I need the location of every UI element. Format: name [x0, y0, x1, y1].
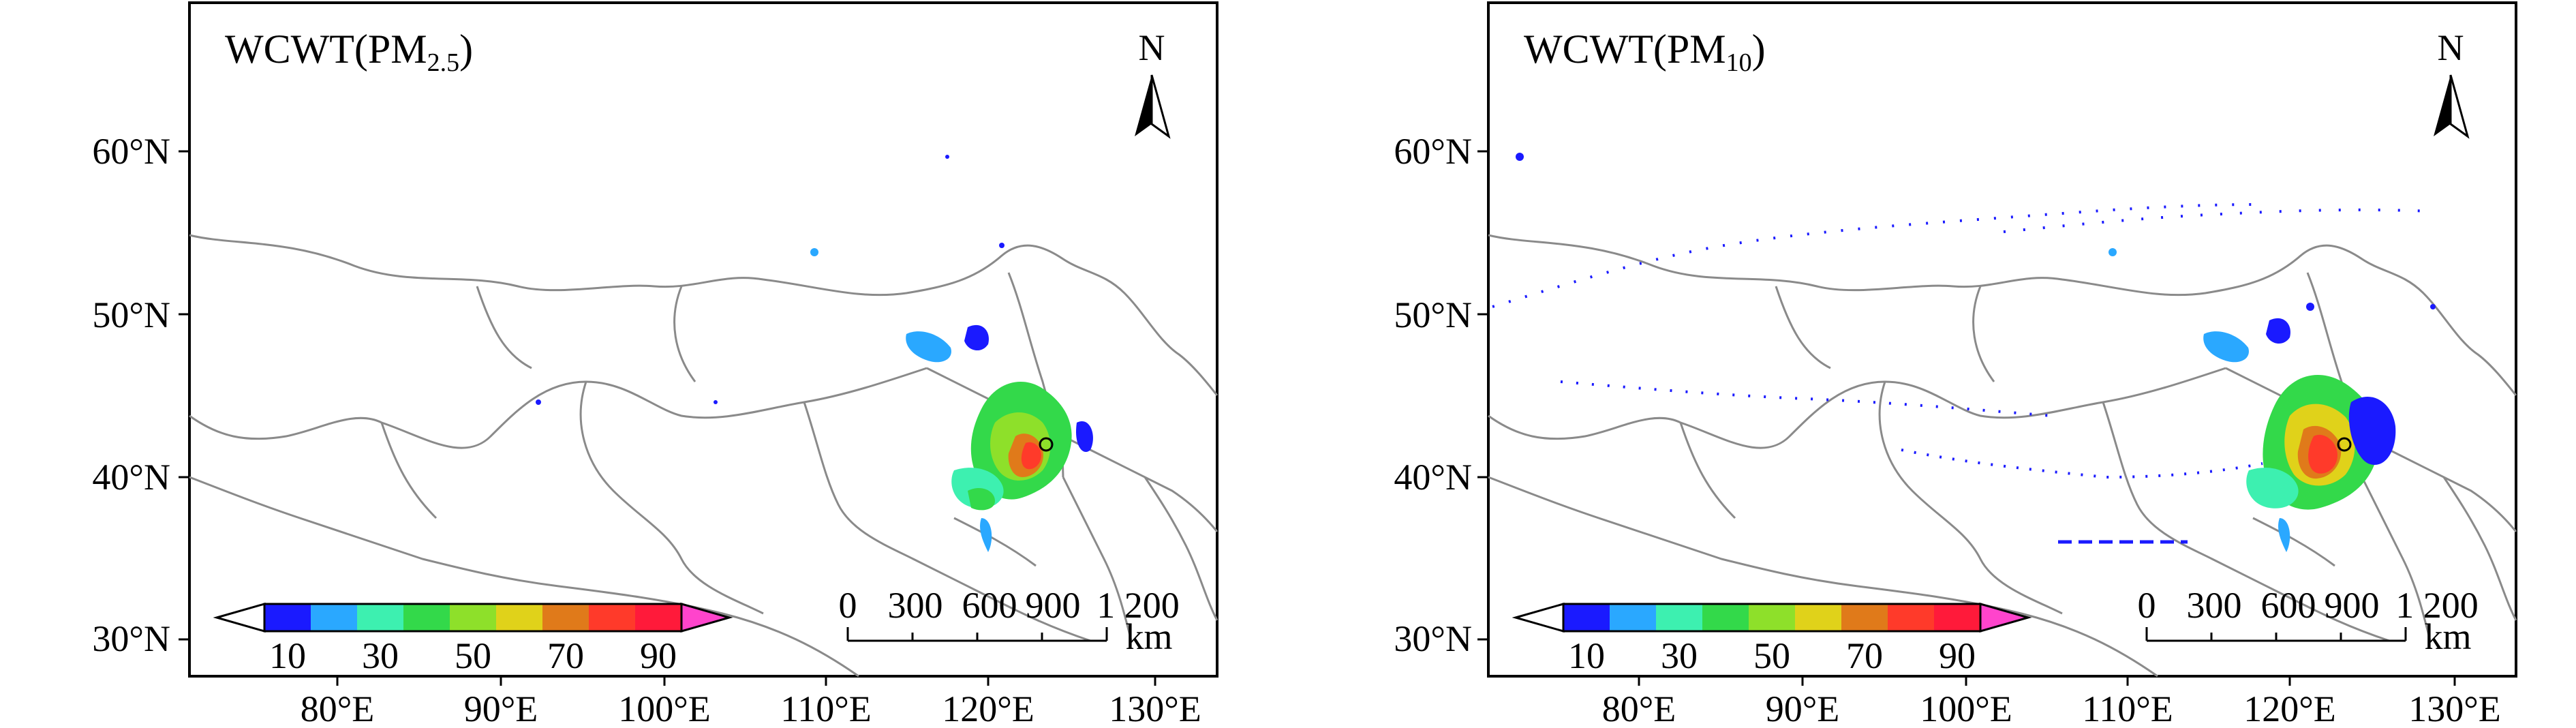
- colorbar-segment: [311, 604, 357, 631]
- colorbar-segment: [403, 604, 450, 631]
- svg-text:WCWT(PM2.5): WCWT(PM2.5): [225, 27, 473, 77]
- latitude-tick-labels: 60°N 50°N 40°N 30°N: [1394, 131, 1472, 659]
- title-close: ): [459, 27, 473, 72]
- colorbar-min-arrow: [213, 603, 266, 633]
- longitude-tick-labels: 80°E 90°E 100°E 110°E 120°E 130°E: [301, 688, 1201, 728]
- colorbar-segment: [542, 604, 589, 631]
- lat-label-60: 60°N: [1394, 131, 1472, 172]
- colorbar-label: 90: [640, 635, 677, 676]
- title-subscript: 2.5: [427, 48, 460, 77]
- colorbar-label: 90: [1939, 635, 1976, 676]
- title-close: ): [1752, 27, 1766, 72]
- colorbar-label: 50: [1753, 635, 1790, 676]
- country-boundaries: [1488, 234, 2517, 678]
- scalebar: 0 300 600 900 1 200 km: [2138, 585, 2479, 657]
- lat-label-30: 30°N: [92, 618, 170, 659]
- panel-title: WCWT(PM10): [1524, 27, 1766, 77]
- lon-label-80: 80°E: [1602, 688, 1676, 728]
- colorbar-segment: [1749, 604, 1795, 631]
- scale-unit: km: [1125, 616, 1172, 657]
- lat-label-50: 50°N: [1394, 294, 1472, 335]
- colorbar-label: 10: [1568, 635, 1605, 676]
- lon-label-110: 110°E: [2082, 688, 2173, 728]
- svg-text:WCWT(PM10): WCWT(PM10): [1524, 27, 1766, 77]
- colorbar-segment: [1795, 604, 1841, 631]
- longitude-tick-labels: 80°E 90°E 100°E 110°E 120°E 130°E: [1602, 688, 2501, 728]
- scale-label-0: 0: [839, 585, 857, 626]
- scale-label-0: 0: [2138, 585, 2156, 626]
- lon-label-120: 120°E: [942, 688, 1034, 728]
- scale-label-1200: 1 200: [1097, 585, 1180, 626]
- map-panel-pm10: 60°N 50°N 40°N 30°N 80°E 90°E 100°E 110°…: [1394, 1, 2517, 728]
- lat-label-50: 50°N: [92, 294, 170, 335]
- lat-label-40: 40°N: [1394, 457, 1472, 498]
- colorbar-max-arrow: [1979, 603, 2032, 633]
- colorbar-segment: [496, 604, 542, 631]
- colorbar-label: 30: [362, 635, 399, 676]
- lon-label-130: 130°E: [2408, 688, 2501, 728]
- north-arrow: N: [2434, 27, 2470, 139]
- scale-label-300: 300: [2187, 585, 2242, 626]
- pm10-concentration-field: [1492, 153, 2436, 552]
- colorbar-min-arrow: [1512, 603, 1565, 633]
- colorbar-label: 70: [547, 635, 584, 676]
- title-subscript: 10: [1726, 48, 1752, 77]
- colorbar-segment: [357, 604, 403, 631]
- north-label: N: [1139, 27, 1165, 68]
- colorbar-label: 30: [1661, 635, 1698, 676]
- colorbar-label: 10: [269, 635, 306, 676]
- scale-label-600: 600: [962, 585, 1017, 626]
- lon-label-90: 90°E: [1766, 688, 1840, 728]
- north-arrow-icon: [2434, 75, 2451, 136]
- scale-label-600: 600: [2261, 585, 2316, 626]
- colorbar: 10 30 50 70 90: [213, 603, 733, 676]
- colorbar-segment: [1934, 604, 1980, 631]
- map-panel-pm25: 60°N 50°N 40°N 30°N 80°E 90°E 100°E 110°…: [92, 1, 1218, 728]
- lon-label-120: 120°E: [2243, 688, 2336, 728]
- scale-label-900: 900: [2325, 585, 2380, 626]
- map-frame: [1477, 1, 2517, 686]
- colorbar: 10 30 50 70 90: [1512, 603, 2032, 676]
- colorbar-segment: [1888, 604, 1934, 631]
- lon-label-130: 130°E: [1109, 688, 1201, 728]
- lon-label-100: 100°E: [1920, 688, 2012, 728]
- scalebar: 0 300 600 900 1 200 km: [839, 585, 1180, 657]
- colorbar-segment: [635, 604, 681, 631]
- scale-label-900: 900: [1026, 585, 1081, 626]
- colorbar-segment: [1702, 604, 1749, 631]
- lon-label-110: 110°E: [780, 688, 872, 728]
- lat-label-40: 40°N: [92, 457, 170, 498]
- north-arrow-icon: [1135, 75, 1152, 136]
- colorbar-max-arrow: [680, 603, 733, 633]
- colorbar-segment: [1610, 604, 1656, 631]
- map-frame: [179, 1, 1218, 686]
- title-main: WCWT(PM: [1524, 27, 1726, 72]
- panel-title: WCWT(PM2.5): [225, 27, 473, 77]
- lat-label-60: 60°N: [92, 131, 170, 172]
- colorbar-segment: [450, 604, 496, 631]
- lon-label-80: 80°E: [301, 688, 375, 728]
- colorbar-label: 70: [1846, 635, 1883, 676]
- colorbar-segment: [1563, 604, 1610, 631]
- latitude-tick-labels: 60°N 50°N 40°N 30°N: [92, 131, 170, 659]
- colorbar-segment: [264, 604, 311, 631]
- lon-label-90: 90°E: [464, 688, 538, 728]
- colorbar-segment: [1656, 604, 1702, 631]
- scale-label-1200: 1 200: [2395, 585, 2479, 626]
- colorbar-segment: [1841, 604, 1888, 631]
- lon-label-100: 100°E: [618, 688, 711, 728]
- lat-label-30: 30°N: [1394, 618, 1472, 659]
- scale-label-300: 300: [888, 585, 943, 626]
- scale-unit: km: [2424, 616, 2471, 657]
- colorbar-label: 50: [455, 635, 491, 676]
- north-label: N: [2438, 27, 2464, 68]
- pm25-concentration-field: [536, 155, 1093, 552]
- title-main: WCWT(PM: [225, 27, 427, 72]
- north-arrow: N: [1135, 27, 1171, 139]
- colorbar-segment: [589, 604, 635, 631]
